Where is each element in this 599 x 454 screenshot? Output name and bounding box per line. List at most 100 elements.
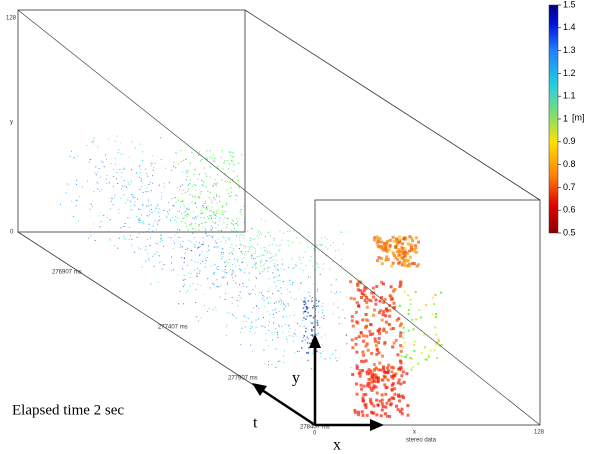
point bbox=[411, 319, 413, 321]
point bbox=[399, 261, 402, 264]
point bbox=[263, 297, 264, 298]
point bbox=[312, 307, 314, 309]
point bbox=[284, 351, 285, 352]
colorbar-tick-label: 1.4 bbox=[563, 22, 576, 32]
point bbox=[215, 218, 216, 219]
point bbox=[240, 212, 241, 213]
point bbox=[188, 214, 189, 215]
point bbox=[352, 325, 355, 328]
point bbox=[288, 331, 289, 332]
point bbox=[196, 207, 197, 208]
point bbox=[211, 225, 212, 226]
point bbox=[203, 168, 204, 169]
point bbox=[189, 183, 190, 184]
point bbox=[411, 262, 414, 265]
point bbox=[385, 331, 388, 334]
point bbox=[260, 273, 261, 274]
point bbox=[184, 206, 185, 207]
point bbox=[279, 326, 280, 327]
point bbox=[184, 212, 185, 213]
point bbox=[361, 351, 364, 354]
point bbox=[124, 238, 125, 239]
point bbox=[130, 202, 131, 203]
point bbox=[368, 382, 371, 385]
point bbox=[181, 221, 182, 222]
point bbox=[249, 273, 250, 274]
point bbox=[264, 300, 265, 301]
point bbox=[82, 186, 83, 187]
point bbox=[385, 244, 388, 247]
point bbox=[256, 263, 257, 264]
point bbox=[303, 270, 304, 271]
point bbox=[380, 414, 383, 417]
point bbox=[190, 163, 191, 164]
point bbox=[119, 238, 120, 239]
point bbox=[240, 332, 241, 333]
point bbox=[317, 245, 318, 246]
point bbox=[258, 307, 259, 308]
point bbox=[382, 405, 385, 408]
point bbox=[239, 219, 240, 220]
point bbox=[225, 299, 226, 300]
point bbox=[313, 330, 314, 331]
point bbox=[229, 253, 230, 254]
point bbox=[270, 314, 271, 315]
point bbox=[338, 307, 339, 308]
point bbox=[381, 355, 384, 358]
point bbox=[129, 227, 130, 228]
point bbox=[223, 278, 224, 279]
point bbox=[269, 232, 270, 233]
point bbox=[299, 288, 300, 289]
point bbox=[390, 366, 393, 369]
point bbox=[300, 242, 301, 243]
point bbox=[152, 163, 153, 164]
point bbox=[213, 198, 214, 199]
point bbox=[219, 221, 220, 222]
point bbox=[159, 255, 160, 256]
point bbox=[120, 198, 121, 199]
point bbox=[223, 277, 224, 278]
point bbox=[129, 184, 130, 185]
point bbox=[177, 211, 178, 212]
point bbox=[226, 189, 227, 190]
point bbox=[232, 163, 233, 164]
point bbox=[167, 211, 168, 212]
point bbox=[207, 191, 208, 192]
point bbox=[404, 342, 406, 344]
point bbox=[187, 172, 188, 173]
point bbox=[185, 211, 186, 212]
point bbox=[382, 310, 385, 313]
point bbox=[261, 293, 262, 294]
point bbox=[238, 163, 239, 164]
point bbox=[241, 209, 242, 210]
point bbox=[242, 253, 243, 254]
colorbar-tick-label: 0.5 bbox=[563, 227, 576, 237]
point bbox=[181, 161, 182, 162]
point bbox=[106, 183, 107, 184]
point bbox=[183, 190, 184, 191]
point bbox=[250, 328, 251, 329]
point bbox=[197, 179, 198, 180]
point bbox=[267, 271, 268, 272]
point bbox=[283, 303, 284, 304]
point bbox=[212, 228, 213, 229]
point bbox=[130, 209, 131, 210]
point bbox=[162, 240, 163, 241]
point bbox=[152, 183, 153, 184]
point bbox=[138, 248, 139, 249]
point bbox=[203, 237, 204, 238]
point bbox=[399, 344, 402, 347]
point bbox=[233, 272, 234, 273]
point bbox=[308, 338, 309, 339]
point bbox=[436, 357, 438, 359]
point bbox=[379, 369, 382, 372]
point bbox=[141, 178, 142, 179]
point bbox=[185, 223, 186, 224]
point bbox=[227, 181, 228, 182]
point bbox=[317, 267, 318, 268]
point bbox=[157, 221, 158, 222]
point bbox=[143, 223, 144, 224]
point bbox=[222, 248, 223, 249]
point bbox=[248, 246, 249, 247]
point bbox=[122, 186, 123, 187]
